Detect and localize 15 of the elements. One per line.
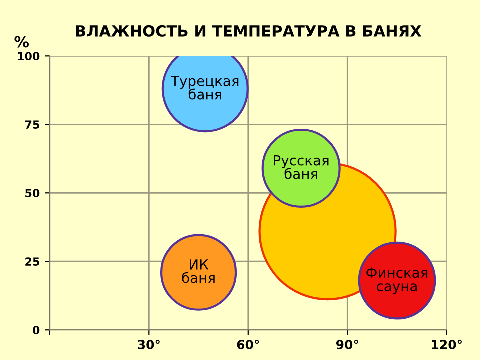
y-axis-title: % bbox=[14, 36, 30, 48]
x-tick-label: 60° bbox=[237, 340, 260, 350]
y-tick-label: 100 bbox=[18, 52, 40, 61]
series-label: Турецкая баня bbox=[170, 76, 239, 100]
x-tick-label: 90° bbox=[336, 340, 358, 350]
x-tick-label: 30° bbox=[138, 340, 160, 350]
series-label: Русская баня bbox=[274, 155, 329, 180]
y-tick-label: 50 bbox=[26, 189, 40, 198]
y-tick-label: 0 bbox=[33, 326, 40, 334]
x-tick-label: 120° bbox=[432, 340, 462, 350]
y-tick-label: 25 bbox=[26, 258, 40, 266]
chart-title: ВЛАЖНОСТЬ И ТЕМПЕРАТУРА В БАНЯХ bbox=[76, 25, 422, 37]
y-tick-label: 75 bbox=[25, 120, 40, 130]
series-label: ИК баня bbox=[182, 260, 215, 284]
series-label: Финская сауна bbox=[366, 268, 428, 294]
